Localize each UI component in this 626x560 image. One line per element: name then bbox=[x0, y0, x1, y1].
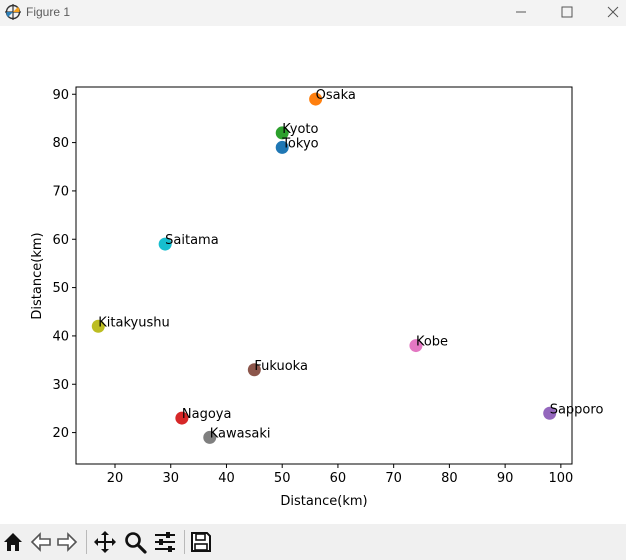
y-tick-label: 20 bbox=[52, 426, 69, 441]
x-axis-label: Distance(km) bbox=[280, 494, 367, 509]
point-label: Tokyo bbox=[281, 136, 318, 151]
title-bar: Figure 1 bbox=[0, 0, 626, 26]
toolbar-separator bbox=[184, 530, 185, 554]
x-tick-label: 80 bbox=[441, 471, 458, 486]
configure-subplots-button[interactable] bbox=[152, 529, 178, 555]
x-tick-label: 100 bbox=[548, 471, 573, 486]
home-button[interactable] bbox=[0, 529, 26, 555]
pan-icon bbox=[94, 531, 116, 553]
y-tick-label: 80 bbox=[52, 136, 69, 151]
point-label: Fukuoka bbox=[254, 359, 308, 374]
y-tick-label: 70 bbox=[52, 184, 69, 199]
y-axis-label: Distance(km) bbox=[30, 232, 45, 319]
point-label: Kyoto bbox=[282, 122, 318, 137]
data-point bbox=[309, 92, 323, 106]
back-button[interactable] bbox=[28, 529, 54, 555]
data-point bbox=[247, 363, 261, 377]
minimize-button[interactable] bbox=[498, 0, 544, 26]
x-tick-label: 20 bbox=[107, 471, 124, 486]
x-tick-label: 60 bbox=[330, 471, 347, 486]
home-icon bbox=[4, 533, 22, 551]
maximize-icon bbox=[561, 6, 573, 18]
point-label: Kawasaki bbox=[210, 426, 271, 441]
data-point bbox=[91, 319, 105, 333]
data-point bbox=[275, 140, 289, 154]
point-label: Saitama bbox=[165, 233, 219, 248]
x-tick-label: 40 bbox=[218, 471, 235, 486]
y-tick-label: 60 bbox=[52, 233, 69, 248]
y-tick-label: 40 bbox=[52, 329, 69, 344]
x-tick-label: 50 bbox=[274, 471, 291, 486]
point-label: Kobe bbox=[416, 335, 448, 350]
data-points: Tokyo Osaka Kyoto Nagoya Sapporo Fukuoka Kobe K… bbox=[91, 88, 604, 444]
point-label: Nagoya bbox=[182, 407, 232, 422]
point-label: Osaka bbox=[316, 88, 356, 103]
y-tick-label: 50 bbox=[52, 281, 69, 296]
toolbar-separator bbox=[86, 530, 87, 554]
zoom-button[interactable] bbox=[122, 529, 148, 555]
y-tick-label: 90 bbox=[52, 88, 69, 103]
pan-button[interactable] bbox=[92, 529, 118, 555]
data-point bbox=[203, 430, 217, 444]
maximize-button[interactable] bbox=[544, 0, 590, 26]
navigation-toolbar bbox=[0, 524, 626, 560]
axes-frame bbox=[75, 86, 573, 465]
axis-ticks: 20 30 40 50 60 70 80 90 100 20 30 40 50 60 70 80 90 bbox=[52, 88, 573, 486]
data-point bbox=[158, 237, 172, 251]
matplotlib-figure-icon bbox=[5, 4, 21, 20]
back-icon bbox=[30, 532, 51, 552]
point-label: Kitakyushu bbox=[98, 315, 169, 330]
data-point bbox=[275, 126, 289, 140]
close-button[interactable] bbox=[590, 0, 626, 26]
forward-button[interactable] bbox=[54, 529, 80, 555]
data-point bbox=[543, 406, 557, 420]
scatter-chart: 20 30 40 50 60 70 80 90 100 20 30 40 50 60 70 80 90 Toky… bbox=[30, 86, 604, 509]
close-icon bbox=[607, 6, 619, 18]
forward-icon bbox=[57, 532, 78, 552]
configure-subplots-icon bbox=[155, 532, 175, 552]
window-title: Figure 1 bbox=[26, 5, 71, 19]
minimize-icon bbox=[516, 11, 526, 13]
point-label: Sapporo bbox=[550, 402, 604, 417]
save-button[interactable] bbox=[188, 529, 214, 555]
data-point bbox=[409, 339, 423, 353]
save-icon bbox=[191, 532, 211, 552]
figure-canvas[interactable]: 20 30 40 50 60 70 80 90 100 20 30 40 50 60 70 80 90 Toky… bbox=[0, 26, 626, 524]
y-tick-label: 30 bbox=[52, 378, 69, 393]
zoom-icon bbox=[125, 532, 147, 554]
x-tick-label: 70 bbox=[385, 471, 402, 486]
x-tick-label: 90 bbox=[497, 471, 514, 486]
x-tick-label: 30 bbox=[162, 471, 179, 486]
data-point bbox=[175, 411, 189, 425]
